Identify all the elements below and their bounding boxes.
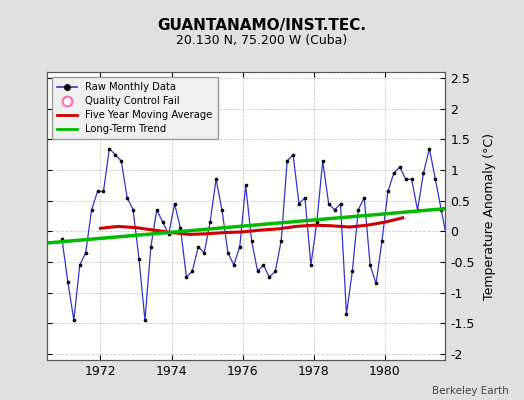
Point	[88, 207, 96, 213]
Point	[372, 280, 380, 287]
Point	[307, 262, 315, 268]
Legend: Raw Monthly Data, Quality Control Fail, Five Year Moving Average, Long-Term Tren: Raw Monthly Data, Quality Control Fail, …	[52, 77, 217, 139]
Y-axis label: Temperature Anomaly (°C): Temperature Anomaly (°C)	[483, 132, 496, 300]
Point	[378, 237, 386, 244]
Point	[265, 274, 274, 280]
Point	[408, 176, 416, 182]
Point	[425, 145, 433, 152]
Point	[81, 250, 90, 256]
Point	[194, 244, 202, 250]
Point	[419, 170, 428, 176]
Point	[242, 182, 250, 188]
Point	[176, 225, 184, 232]
Point	[437, 207, 445, 213]
Point	[384, 188, 392, 195]
Point	[247, 237, 256, 244]
Point	[319, 158, 327, 164]
Point	[99, 188, 107, 195]
Point	[70, 317, 78, 323]
Point	[348, 268, 356, 274]
Point	[117, 158, 125, 164]
Point	[431, 176, 440, 182]
Point	[58, 236, 66, 242]
Point	[147, 244, 155, 250]
Point	[259, 262, 268, 268]
Point	[324, 200, 333, 207]
Point	[111, 152, 119, 158]
Point	[336, 200, 345, 207]
Point	[152, 207, 161, 213]
Point	[236, 244, 244, 250]
Point	[330, 207, 339, 213]
Point	[354, 207, 363, 213]
Point	[443, 237, 451, 244]
Point	[159, 219, 167, 225]
Point	[283, 158, 291, 164]
Point	[212, 176, 220, 182]
Point	[170, 200, 179, 207]
Point	[396, 164, 404, 170]
Point	[188, 268, 196, 274]
Point	[301, 194, 309, 201]
Point	[64, 279, 72, 285]
Point	[123, 194, 132, 201]
Point	[401, 176, 410, 182]
Point	[129, 207, 137, 213]
Point	[93, 188, 102, 195]
Point	[206, 219, 214, 225]
Point	[271, 268, 279, 274]
Point	[277, 237, 286, 244]
Point	[360, 194, 368, 201]
Point	[165, 231, 173, 238]
Text: GUANTANAMO/INST.TEC.: GUANTANAMO/INST.TEC.	[158, 18, 366, 33]
Point	[230, 262, 238, 268]
Point	[413, 207, 422, 213]
Point	[224, 250, 232, 256]
Point	[105, 145, 114, 152]
Point	[366, 262, 374, 268]
Point	[254, 268, 262, 274]
Point	[141, 317, 149, 323]
Point	[182, 274, 191, 280]
Point	[135, 256, 143, 262]
Point	[295, 200, 303, 207]
Text: Berkeley Earth: Berkeley Earth	[432, 386, 508, 396]
Text: 20.130 N, 75.200 W (Cuba): 20.130 N, 75.200 W (Cuba)	[177, 34, 347, 47]
Point	[313, 219, 321, 225]
Point	[218, 207, 226, 213]
Point	[342, 311, 351, 317]
Point	[289, 152, 297, 158]
Point	[200, 250, 209, 256]
Point	[390, 170, 398, 176]
Point	[75, 262, 84, 268]
